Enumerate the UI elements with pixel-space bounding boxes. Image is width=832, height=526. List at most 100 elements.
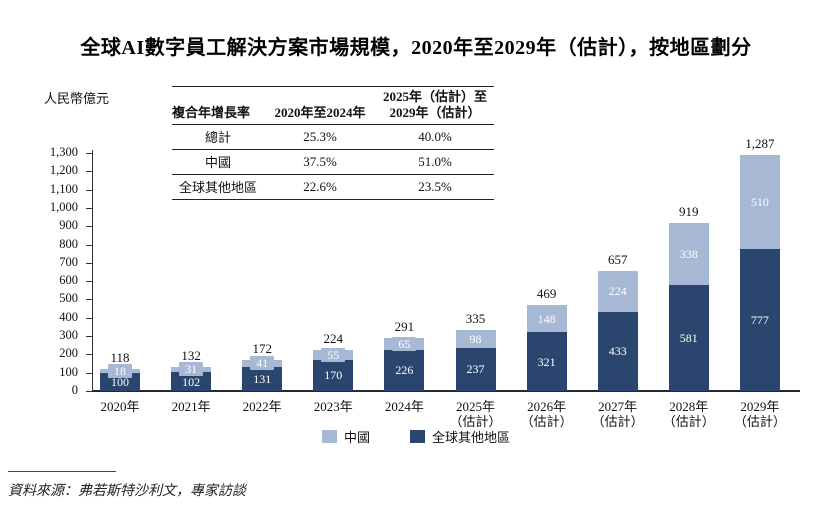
bar-segment-rest-of-world [242,367,283,391]
bar-total-label: 1,287 [745,136,775,152]
bar-segment-rest-of-world [597,311,638,391]
x-axis-label: 2020年 [100,399,140,414]
cagr-value-period1: 22.6% [264,174,376,200]
x-axis-label: 2027年 （估計） [591,399,644,429]
bar-value-china: 224 [602,284,633,299]
bar-value-rest-of-world: 581 [679,330,698,345]
y-tick-label: 100 [59,364,78,379]
x-axis-label: 2026年 （估計） [520,399,573,429]
bar-total-label: 335 [465,310,486,326]
legend-label: 全球其他地區 [432,430,511,445]
y-tick-mark-icon [86,171,92,173]
bar-value-china: 338 [673,246,704,261]
cagr-table-header-row: 複合年增長率 2020年至2024年 2025年（估計）至 2029年（估計） [172,86,494,125]
bar-total-label: 469 [536,286,557,302]
y-tick-mark-icon [86,207,92,209]
bar-value-china: 41 [250,356,275,371]
y-tick-mark-icon [86,336,92,338]
legend-swatch-china-icon [321,430,337,443]
y-tick-label: 500 [59,291,78,306]
y-tick-label: 1,300 [49,145,78,159]
y-tick-mark-icon [86,299,92,301]
bar-value-china: 31 [179,362,204,377]
chart-legend: 中國 全球其他地區 [0,427,832,446]
cagr-row-rest-of-world: 全球其他地區 22.6% 23.5% [172,174,494,200]
y-tick-mark-icon [86,391,92,392]
cagr-header-metric: 複合年增長率 [172,86,264,125]
y-tick-mark-icon [86,262,92,264]
y-tick-label: 1,000 [49,199,78,214]
y-tick-mark-icon [86,372,92,374]
cagr-header-period1: 2020年至2024年 [264,86,376,125]
y-tick-mark-icon [86,153,92,154]
y-tick-label: 300 [59,328,78,343]
bar-segment-rest-of-world [739,248,780,391]
cagr-row-label: 全球其他地區 [172,174,264,200]
cagr-row-label: 總計 [172,124,264,150]
bar-segment-rest-of-world [171,372,212,391]
cagr-row-label: 中國 [172,149,264,175]
x-axis-label: 2028年 （估計） [662,399,715,429]
bar-total-label: 132 [181,347,201,363]
x-axis-label: 2025年 （估計） [449,399,502,429]
x-axis-label: 2024年 [384,399,424,414]
legend-item-china: 中國 [321,427,370,446]
bar-segment-rest-of-world [526,332,567,391]
bar-total-label: 919 [679,203,699,219]
y-tick-label: 600 [59,273,78,288]
bar-value-rest-of-world: 433 [608,344,627,359]
bar-value-rest-of-world: 237 [466,362,485,377]
cagr-header-period2: 2025年（估計）至 2029年（估計） [376,86,494,125]
y-tick-label: 200 [59,346,78,361]
bar-total-label: 657 [607,251,628,267]
y-tick-label: 400 [59,309,78,324]
bar-segment-rest-of-world [668,284,709,391]
y-tick-label: 900 [59,218,78,233]
cagr-value-period2: 23.5% [376,174,494,200]
y-tick-mark-icon [86,189,92,191]
x-axis-label: 2021年 [171,399,211,414]
bar-value-rest-of-world: 100 [111,374,129,389]
bar-value-china: 55 [321,347,346,362]
bar-total-label: 172 [252,340,272,356]
y-tick-label: 700 [59,254,78,269]
y-tick-mark-icon [86,244,92,246]
bar-segment-rest-of-world [313,359,354,391]
source-note: 資料來源：弗若斯特沙利文，專家訪談 [8,484,246,499]
bar-value-china: 148 [531,311,562,326]
y-tick-label: 1,200 [49,163,78,178]
bar-total-label: 291 [394,318,415,334]
x-axis-label: 2029年 （估計） [733,399,786,429]
legend-item-rest-of-world: 全球其他地區 [410,427,510,446]
bar-value-china: 18 [108,364,132,379]
cagr-row-china: 中國 37.5% 51.0% [172,149,494,175]
bar-value-rest-of-world: 321 [537,354,556,369]
cagr-value-period1: 37.5% [264,149,376,175]
legend-label: 中國 [343,430,370,445]
cagr-row-total: 總計 25.3% 40.0% [172,124,494,150]
y-axis-unit-label: 人民幣億元 [44,91,110,106]
bar-value-rest-of-world: 170 [324,368,343,383]
y-tick-label: 0 [71,383,78,397]
page-title: 全球AI數字員工解決方案市場規模，2020年至2029年（估計），按地區劃分 [80,37,752,59]
bar-value-rest-of-world: 777 [750,312,769,327]
y-tick-label: 1,100 [49,181,78,196]
bar-total-label: 118 [110,350,130,366]
source-divider [8,471,116,472]
y-tick-mark-icon [86,354,92,356]
bar-value-rest-of-world: 226 [395,363,414,378]
bar-value-china: 510 [744,195,775,210]
cagr-value-period2: 51.0% [376,149,494,175]
cagr-value-period2: 40.0% [376,124,494,150]
x-axis-line [92,390,800,392]
bar-segment-rest-of-world [455,347,496,391]
bar-value-rest-of-world: 131 [253,372,272,386]
bar-total-label: 224 [323,330,344,346]
legend-swatch-rest-of-world-icon [410,430,425,443]
bar-value-rest-of-world: 102 [182,374,201,389]
x-axis-label: 2022年 [242,399,282,414]
bar-value-china: 65 [392,336,417,351]
y-tick-mark-icon [86,226,92,228]
